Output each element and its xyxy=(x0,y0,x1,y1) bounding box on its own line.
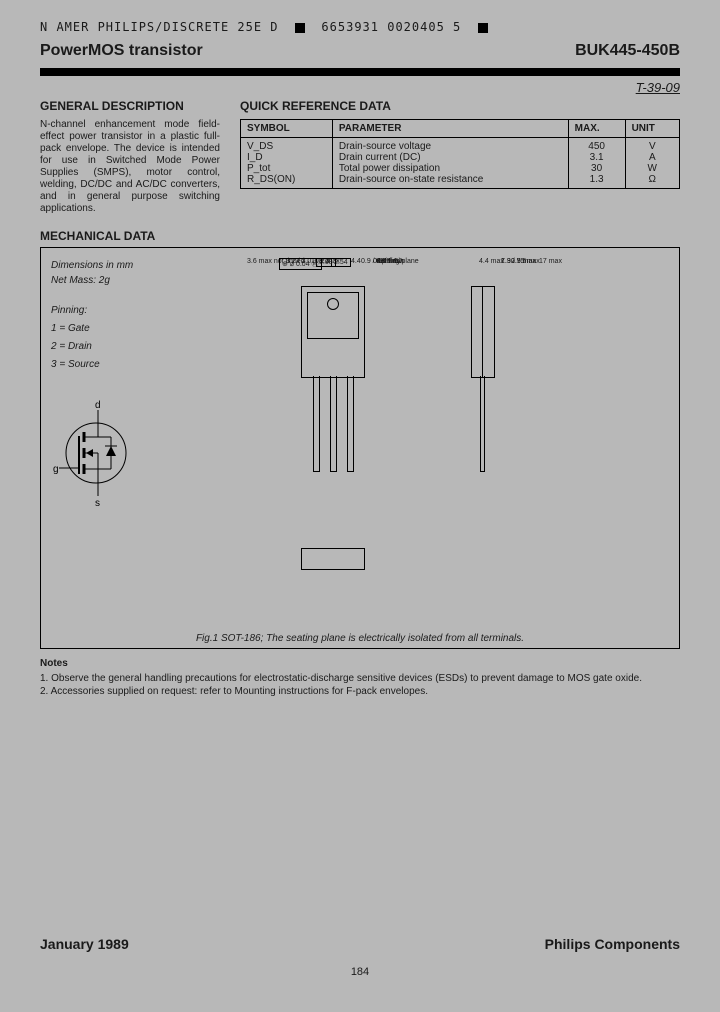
scan-code: 6653931 0020405 5 xyxy=(321,20,461,34)
pin-3: 3 = Source xyxy=(51,356,181,374)
footer-date: January 1989 xyxy=(40,936,129,952)
footer-company: Philips Components xyxy=(545,936,680,952)
scan-line: N AMER PHILIPS/DISCRETE 25E D xyxy=(40,20,279,34)
product-title: PowerMOS transistor xyxy=(40,42,203,60)
col-max: MAX. xyxy=(568,120,625,138)
col-parameter: PARAMETER xyxy=(332,120,568,138)
mosfet-symbol: d g s xyxy=(51,398,181,513)
title-row: PowerMOS transistor BUK445-450B xyxy=(40,42,680,60)
mechanical-heading: MECHANICAL DATA xyxy=(40,229,680,243)
note-1: 1. Observe the general handling precauti… xyxy=(40,672,680,685)
col-symbol: SYMBOL xyxy=(241,120,333,138)
table-row: V_DS I_D P_tot R_DS(ON) Drain-source vol… xyxy=(241,138,680,189)
part-number: BUK445-450B xyxy=(575,42,680,60)
gen-desc-text: N-channel enhancement mode field-effect … xyxy=(40,119,220,215)
mass-note: Net Mass: 2g xyxy=(51,273,181,288)
divider xyxy=(40,68,680,76)
notes-section: Notes 1. Observe the general handling pr… xyxy=(40,657,680,698)
pin-1: 1 = Gate xyxy=(51,320,181,338)
label-d: d xyxy=(95,400,101,411)
pin-2: 2 = Drain xyxy=(51,338,181,356)
quick-reference: QUICK REFERENCE DATA SYMBOL PARAMETER MA… xyxy=(240,99,680,215)
gen-desc-heading: GENERAL DESCRIPTION xyxy=(40,99,220,113)
gd-symbol: ⊕ ⌀ 0.04 Ⓜ xyxy=(279,258,322,270)
label-s: s xyxy=(95,498,100,508)
general-description: GENERAL DESCRIPTION N-channel enhancemen… xyxy=(40,99,220,215)
page-number: 184 xyxy=(0,966,720,978)
mechanical-box: Dimensions in mm Net Mass: 2g Pinning: 1… xyxy=(40,247,680,649)
pinning-label: Pinning: xyxy=(51,302,181,320)
scan-header: N AMER PHILIPS/DISCRETE 25E D 6653931 00… xyxy=(40,20,680,34)
note-2: 2. Accessories supplied on request: refe… xyxy=(40,685,680,698)
dim-note: Dimensions in mm xyxy=(51,258,181,273)
quick-ref-heading: QUICK REFERENCE DATA xyxy=(240,99,680,113)
footer: January 1989 Philips Components xyxy=(40,936,680,952)
handwritten-note: T-39-09 xyxy=(40,80,680,95)
notes-heading: Notes xyxy=(40,657,680,670)
block-icon xyxy=(478,23,488,33)
label-g: g xyxy=(53,464,59,475)
quick-ref-table: SYMBOL PARAMETER MAX. UNIT V_DS I_D P_to… xyxy=(240,119,680,189)
block-icon xyxy=(295,23,305,33)
col-unit: UNIT xyxy=(625,120,679,138)
figure-caption: Fig.1 SOT-186; The seating plane is elec… xyxy=(41,633,679,644)
package-drawing: 10.2 max 8.7 3.2 / 3.0 0.9 / 0.5 4.4 / 4… xyxy=(191,258,669,638)
